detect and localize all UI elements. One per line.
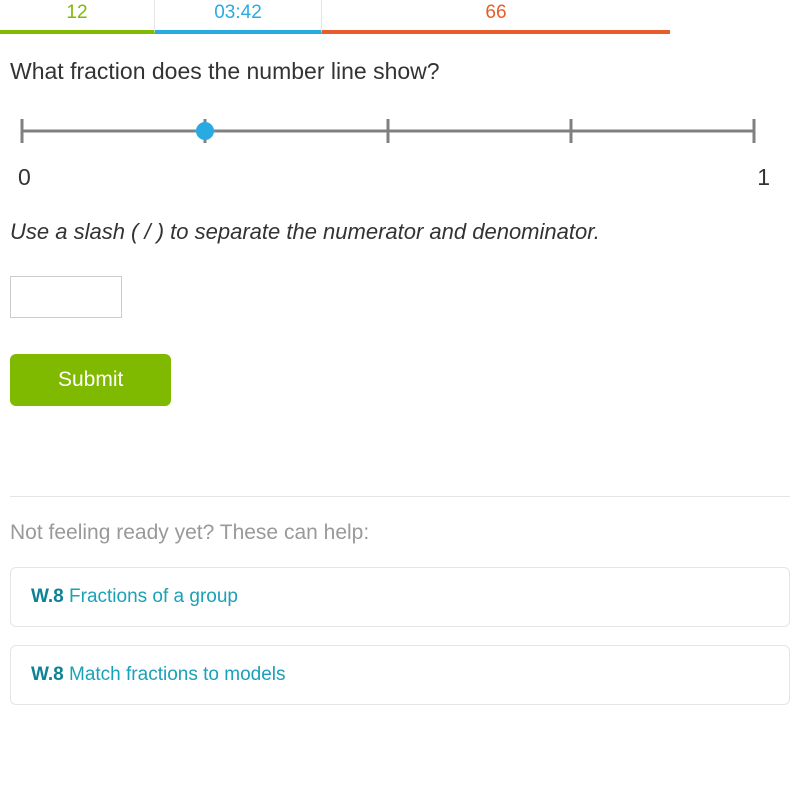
stat-item-0: 12: [0, 0, 155, 34]
answer-input[interactable]: [10, 276, 122, 318]
hint-text: Use a slash ( / ) to separate the numera…: [10, 215, 790, 248]
related-skill-title: Match fractions to models: [64, 664, 286, 685]
help-text: Not feeling ready yet? These can help:: [10, 521, 790, 545]
number-line-labels: 0 1: [18, 164, 770, 191]
content-area: What fraction does the number line show?…: [0, 34, 800, 705]
stat-item-2: 66: [322, 0, 670, 34]
related-skill-code: W.8: [31, 664, 64, 685]
section-divider: [10, 496, 790, 497]
stats-bar: 1203:4266: [0, 0, 670, 34]
question-text: What fraction does the number line show?: [10, 58, 790, 85]
related-skill-title: Fractions of a group: [64, 586, 238, 607]
number-line-svg: [18, 113, 758, 149]
number-line: 0 1: [10, 113, 790, 191]
related-skills-list: W.8 Fractions of a groupW.8 Match fracti…: [10, 567, 790, 705]
submit-button[interactable]: Submit: [10, 354, 171, 406]
related-skill-card[interactable]: W.8 Fractions of a group: [10, 567, 790, 627]
related-skill-card[interactable]: W.8 Match fractions to models: [10, 645, 790, 705]
number-line-max-label: 1: [757, 164, 770, 191]
stat-item-1: 03:42: [155, 0, 322, 34]
related-skill-code: W.8: [31, 586, 64, 607]
number-line-min-label: 0: [18, 164, 31, 191]
